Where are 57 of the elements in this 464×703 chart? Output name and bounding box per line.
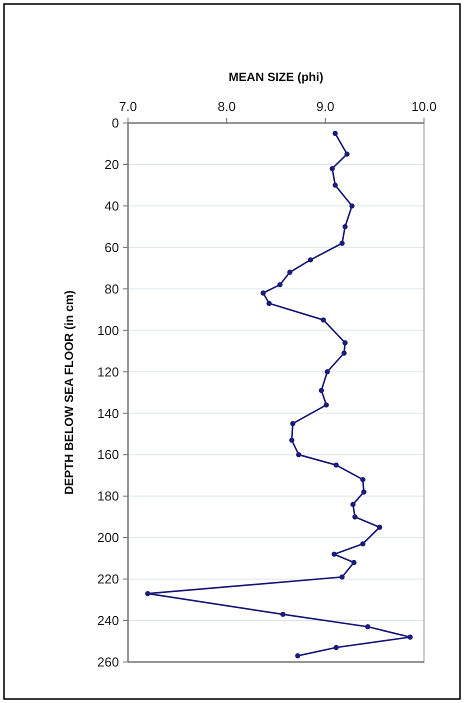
- y-tick-label: 120: [97, 364, 119, 380]
- point: [266, 300, 272, 306]
- point: [260, 290, 266, 296]
- point: [352, 514, 358, 520]
- y-tick-label: 60: [104, 240, 119, 255]
- y-tick-label: 240: [97, 613, 119, 628]
- y-tick-label: 200: [97, 530, 119, 546]
- y-tick-label: 220: [97, 572, 119, 587]
- point: [290, 420, 296, 426]
- point: [360, 476, 366, 482]
- point: [365, 624, 370, 630]
- y-tick-label: 260: [97, 654, 119, 670]
- y-tick-label: 80: [104, 281, 119, 296]
- point: [295, 653, 300, 658]
- point: [351, 560, 357, 566]
- point: [330, 166, 335, 172]
- point: [377, 524, 382, 530]
- point: [360, 541, 366, 546]
- x-tick-label: 8.0: [218, 99, 236, 114]
- y-tick-label: 40: [104, 198, 119, 214]
- y-tick-label: 20: [104, 157, 119, 172]
- point: [324, 369, 330, 374]
- point: [296, 452, 302, 458]
- point: [334, 644, 339, 650]
- point: [349, 203, 355, 209]
- point: [332, 130, 338, 136]
- point: [324, 402, 329, 408]
- point: [332, 552, 337, 557]
- point: [280, 612, 286, 617]
- point: [342, 340, 348, 346]
- point: [408, 634, 413, 640]
- y-tick-label: 180: [97, 488, 119, 504]
- y-tick-label: 100: [97, 322, 119, 338]
- point: [287, 270, 292, 275]
- point: [332, 182, 338, 188]
- point: [308, 257, 314, 262]
- point: [318, 388, 324, 394]
- point: [340, 240, 345, 246]
- point: [277, 282, 283, 288]
- point: [342, 224, 348, 230]
- point: [334, 462, 339, 468]
- y-tick-label: 140: [97, 406, 119, 421]
- point: [289, 438, 294, 443]
- y-tick-label: 160: [97, 447, 119, 462]
- point: [341, 350, 347, 356]
- x-tick-label: 9.0: [316, 99, 334, 114]
- point: [344, 151, 350, 157]
- y-axis-title: DEPTH BELOW SEA FLOOR (in cm): [62, 290, 76, 495]
- x-axis-title: MEAN SIZE (phi): [228, 70, 324, 84]
- point: [320, 317, 326, 323]
- point: [361, 489, 366, 495]
- x-tick-label: 10.0: [411, 99, 437, 114]
- y-tick-label: 0: [112, 116, 119, 131]
- x-tick-label: 7.0: [118, 99, 138, 114]
- point: [340, 574, 345, 580]
- point: [350, 502, 356, 508]
- point: [145, 590, 150, 596]
